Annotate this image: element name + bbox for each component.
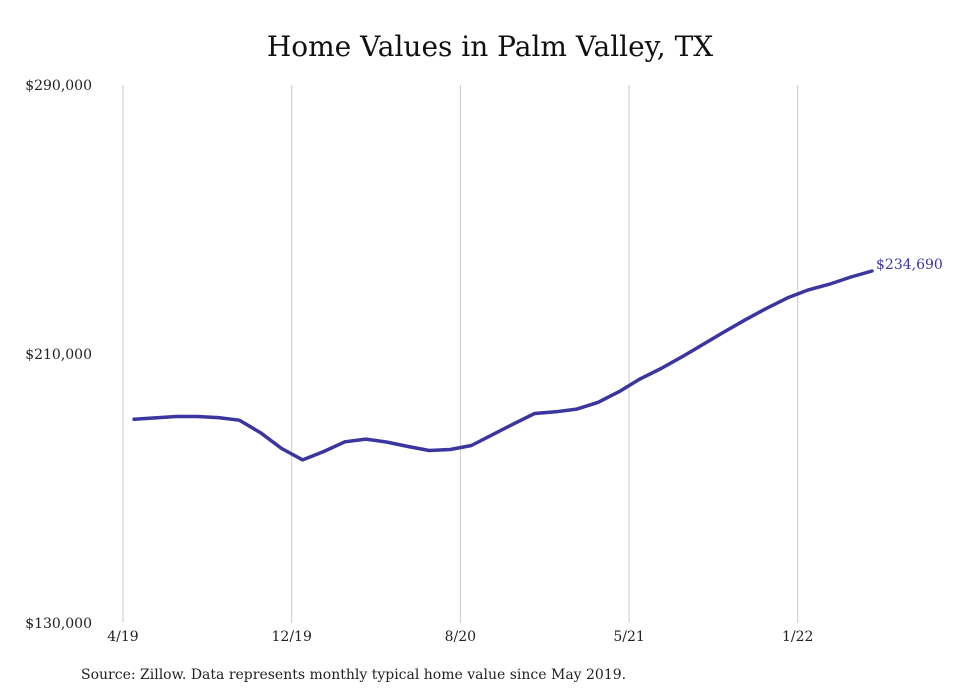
chart-title: Home Values in Palm Valley, TX <box>266 30 714 63</box>
y-tick-label: $290,000 <box>25 78 92 94</box>
x-tick-label: 1/22 <box>782 629 813 645</box>
x-tick-label: 5/21 <box>613 629 644 645</box>
y-tick-label: $130,000 <box>25 616 92 632</box>
x-tick-label: 4/19 <box>107 629 138 645</box>
x-tick-label: 8/20 <box>445 629 476 645</box>
end-value-label: $234,690 <box>876 257 943 273</box>
source-note: Source: Zillow. Data represents monthly … <box>81 667 627 683</box>
x-tick-label: 12/19 <box>272 629 312 645</box>
y-tick-label: $210,000 <box>25 347 92 363</box>
series-line <box>132 269 874 462</box>
